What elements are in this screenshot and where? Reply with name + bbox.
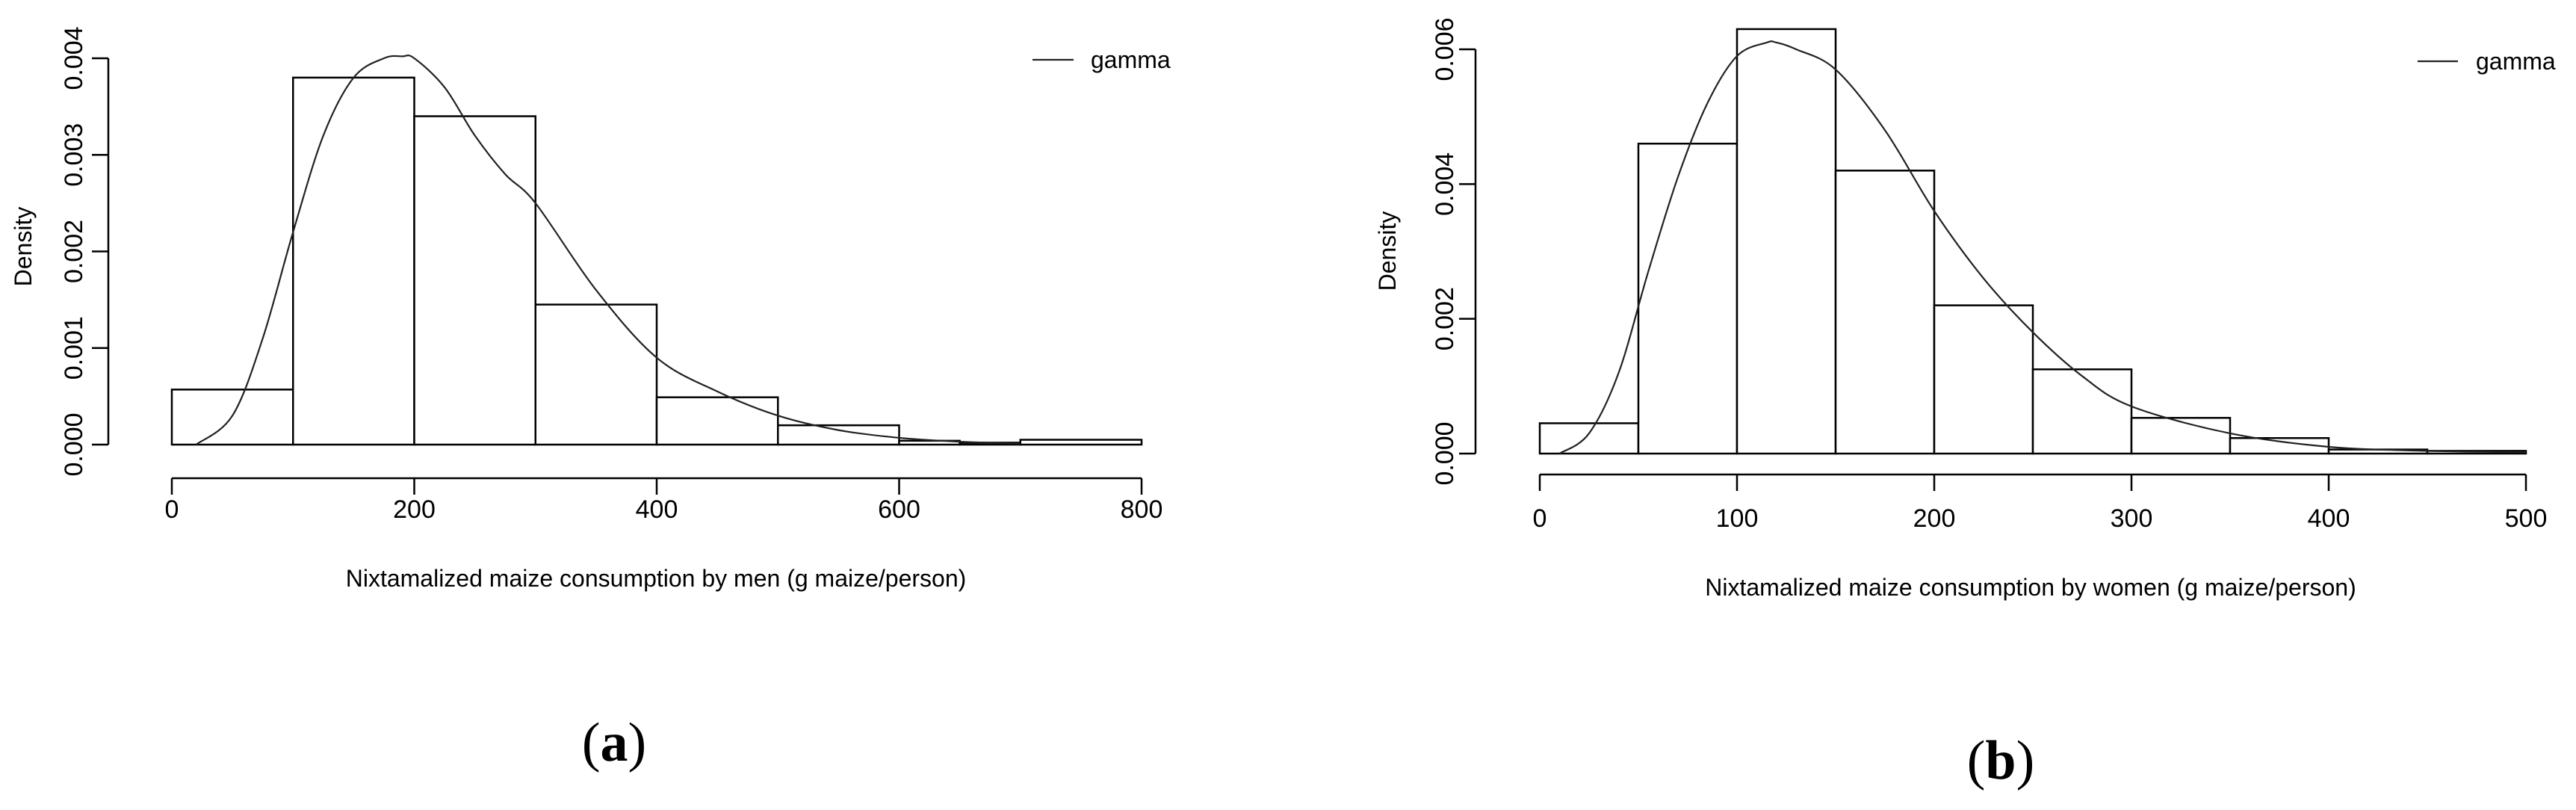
histogram-bar xyxy=(1736,28,1837,455)
histogram-men: 0 200 400 600 800 0.000 0.001 0.002 0.003 0.004 Ni… xyxy=(10,26,1171,592)
x-axis-label: Nixtamalized maize consumption by men (g… xyxy=(346,565,967,592)
y-tick-label: 0.006 xyxy=(1431,17,1459,81)
y-tick-label: 0.001 xyxy=(60,316,88,380)
gamma-density-curve xyxy=(195,55,1021,445)
x-tick-label: 600 xyxy=(878,495,920,524)
histogram-bar xyxy=(777,424,900,446)
x-tick-label: 100 xyxy=(1716,504,1759,533)
y-tick-label: 0.004 xyxy=(60,26,88,90)
y-tick-label: 0.002 xyxy=(1431,287,1459,350)
y-axis-label: Density xyxy=(1374,211,1401,291)
histogram-bar xyxy=(2031,368,2133,455)
x-tick-label: 400 xyxy=(2308,504,2350,533)
histogram-bar xyxy=(1834,170,1936,455)
histogram-bar xyxy=(1538,422,1640,455)
histogram-bar xyxy=(2130,416,2232,455)
histogram-bar xyxy=(1933,304,2034,455)
x-tick-label: 200 xyxy=(1913,504,1956,533)
histogram-bar xyxy=(1637,142,1739,455)
x-tick-label: 500 xyxy=(2505,504,2548,533)
x-tick-label: 0 xyxy=(165,495,179,524)
y-tick-label: 0.004 xyxy=(1431,152,1459,216)
histogram-bar xyxy=(292,76,415,446)
x-tick-label: 200 xyxy=(393,495,436,524)
gamma-density-curve xyxy=(1558,40,2527,454)
y-tick-label: 0.000 xyxy=(1431,421,1459,485)
y-tick-label: 0.003 xyxy=(60,123,88,187)
histogram-bar xyxy=(2229,437,2330,455)
legend-entry: gamma xyxy=(2476,48,2556,75)
panel-label-b: (b) xyxy=(1967,730,2034,791)
histogram-bar xyxy=(413,115,536,446)
histogram-bar xyxy=(655,396,779,446)
x-tick-label: 800 xyxy=(1121,495,1163,524)
x-tick-label: 300 xyxy=(2111,504,2153,533)
x-tick-label: 0 xyxy=(1533,504,1547,533)
x-tick-label: 400 xyxy=(636,495,678,524)
panel-label-a: (a) xyxy=(582,712,646,773)
y-tick-label: 0.000 xyxy=(60,412,88,476)
legend-entry: gamma xyxy=(1091,46,1171,73)
histogram-bar xyxy=(534,303,658,446)
x-axis-label: Nixtamalized maize consumption by women … xyxy=(1705,574,2356,601)
histogram-bar xyxy=(1019,439,1143,446)
y-axis-label: Density xyxy=(10,207,37,287)
y-tick-label: 0.002 xyxy=(60,220,88,283)
histogram-women: 0 100 200 300 400 500 0.000 0.002 0.004 0.006 Nixt… xyxy=(1374,17,2556,601)
